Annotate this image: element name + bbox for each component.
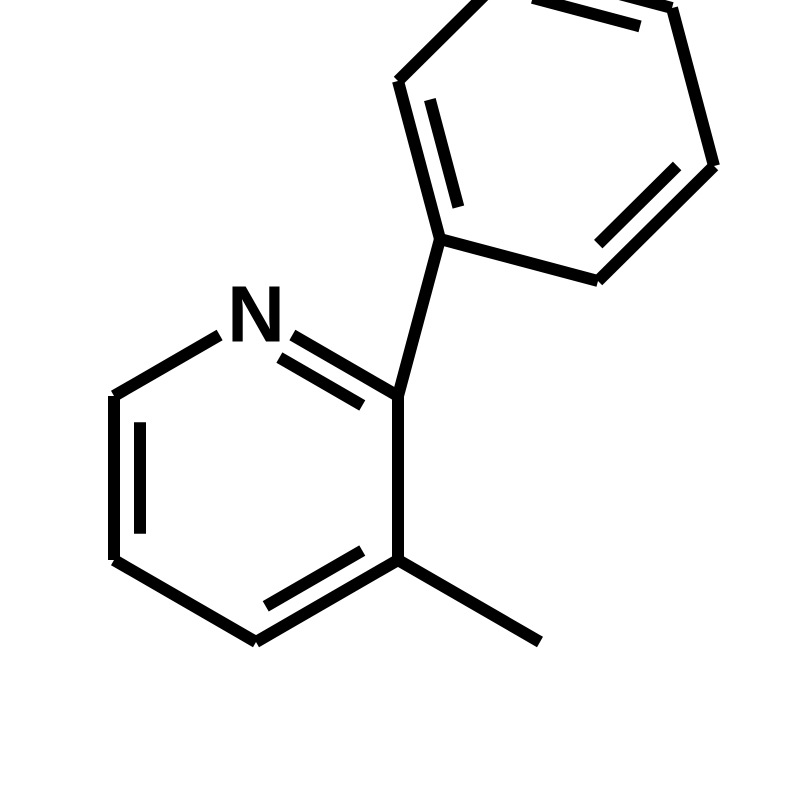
atom-label-n: N [227,270,285,359]
bond-line [266,551,363,607]
bond-line [398,560,540,642]
bond-line [598,166,677,244]
bond-line [672,8,714,166]
molecule-diagram: N [0,0,800,800]
bond-line [430,100,459,207]
bond-line [398,0,514,81]
bond-line [114,560,256,642]
bond-line [114,335,220,396]
bond-line [292,335,398,396]
bond-line [440,239,598,281]
bond-line [398,239,440,396]
bond-line [533,0,640,26]
